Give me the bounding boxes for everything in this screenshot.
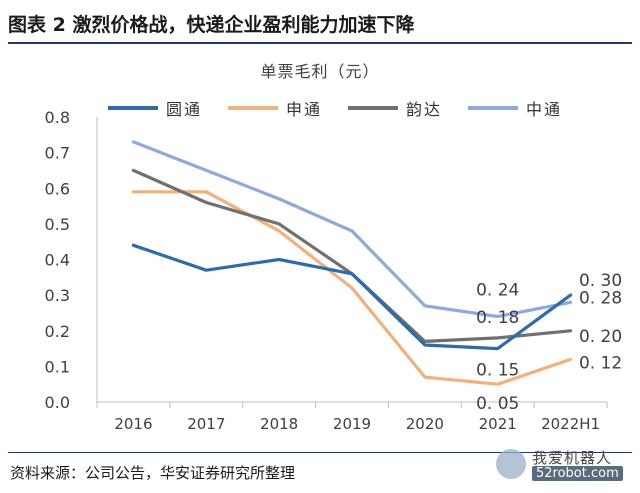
legend-swatch-zhongtong [468, 106, 519, 110]
y-tick-label: 0.0 [45, 393, 70, 412]
x-tick-label: 2020 [406, 415, 444, 433]
series-line-0 [131, 243, 573, 351]
y-tick-label: 0.8 [45, 108, 70, 127]
x-tick-label: 2019 [333, 415, 371, 433]
legend-swatch-yuantong [108, 106, 158, 110]
figure-title: 图表 2 激烈价格战，快递企业盈利能力加速下降 [8, 14, 415, 36]
watermark-text: 我爱机器人 [532, 449, 613, 467]
data-label: 0. 05 [476, 394, 519, 414]
header-divider [8, 42, 632, 44]
watermark: 我爱机器人 52robot.com [496, 447, 634, 485]
data-label: 0. 28 [579, 288, 622, 308]
series-line-3 [131, 140, 573, 319]
legend-label-yuantong: 圆通 [166, 100, 203, 119]
x-tick-label: 2018 [260, 415, 298, 433]
legend-item-yuantong: 圆通 [108, 96, 202, 120]
series-line-1 [131, 190, 573, 386]
legend-label-shentong: 申通 [286, 100, 323, 119]
x-tick-label: 2017 [187, 415, 225, 433]
y-tick-label: 0.4 [45, 251, 70, 270]
data-label: 0. 30 [579, 271, 622, 291]
y-tick-label: 0.5 [45, 215, 70, 234]
y-tick-label: 0.6 [45, 179, 70, 198]
robot-logo-icon [496, 449, 526, 479]
legend-swatch-yunda [348, 106, 399, 110]
data-label: 0. 18 [476, 308, 519, 328]
data-label: 0. 12 [579, 353, 622, 373]
data-label: 0. 24 [476, 281, 519, 301]
legend-label-zhongtong: 中通 [526, 100, 563, 119]
chart-title: 单票毛利（元） [260, 62, 380, 81]
footer-divider [8, 452, 632, 453]
data-label: 0. 20 [579, 327, 622, 347]
legend-item-zhongtong: 中通 [468, 96, 562, 120]
chart-legend: 圆通 申通 韵达 中通 [108, 96, 588, 120]
y-tick-label: 0.1 [45, 357, 70, 376]
y-tick-label: 0.3 [45, 286, 70, 305]
x-tick-label: 2016 [114, 415, 152, 433]
y-tick-label: 0.7 [45, 144, 70, 163]
report-header: 图表 2 激烈价格战，快递企业盈利能力加速下降 [0, 0, 640, 44]
legend-label-yunda: 韵达 [406, 100, 443, 119]
legend-item-yunda: 韵达 [348, 96, 442, 120]
source-note: 资料来源：公司公告，华安证券研究所整理 [10, 464, 296, 482]
legend-swatch-shentong [228, 106, 279, 110]
x-tick-label: 2021 [479, 415, 517, 433]
watermark-url: 52robot.com [532, 466, 623, 481]
y-tick-label: 0.2 [45, 322, 70, 341]
x-tick-label: 2022H1 [541, 415, 600, 433]
legend-item-shentong: 申通 [228, 96, 322, 120]
data-label: 0. 15 [476, 361, 519, 381]
